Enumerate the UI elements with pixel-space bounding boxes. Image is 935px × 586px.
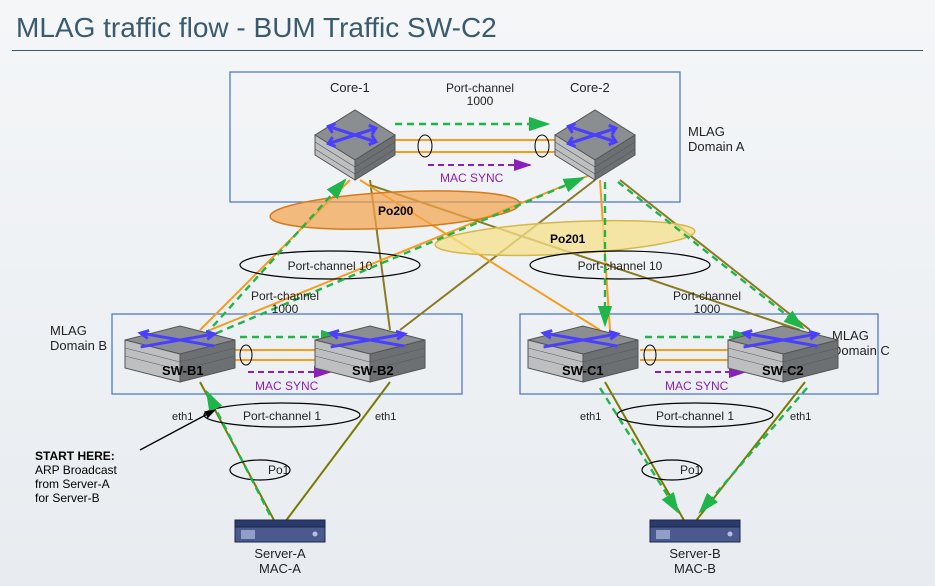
po10-left-label: Port-channel 10 xyxy=(288,259,373,273)
server-a-mac: MAC-A xyxy=(259,561,301,576)
pc1000-b: Port-channel1000 xyxy=(251,289,319,316)
po201-label: Po201 xyxy=(550,232,586,246)
macsync-top: MAC SYNC xyxy=(440,171,504,185)
macsync-b: MAC SYNC xyxy=(255,379,319,393)
pc1000-top: Port-channel1000 xyxy=(446,81,514,108)
server-b-label: Server-B xyxy=(669,546,720,561)
swb2-label: SW-B2 xyxy=(352,363,394,378)
po1-right-small-label: Po1 xyxy=(680,463,702,477)
core1-label: Core-1 xyxy=(330,80,370,95)
macsync-c: MAC SYNC xyxy=(665,379,729,393)
start-text: START HERE: ARP Broadcast from Server-A … xyxy=(35,449,120,505)
server-b xyxy=(650,520,740,542)
server-a xyxy=(235,520,325,542)
domain-b-label: MLAGDomain B xyxy=(50,323,107,353)
server-a-label: Server-A xyxy=(254,546,306,561)
core1-switch xyxy=(315,110,395,180)
domain-c-label: MLAGDomain C xyxy=(832,328,890,358)
eth1-b1: eth1 xyxy=(172,411,193,423)
core2-switch xyxy=(555,110,635,180)
domain-a-label: MLAGDomain A xyxy=(688,124,745,154)
core2-label: Core-2 xyxy=(570,80,610,95)
po200-label: Po200 xyxy=(378,204,414,218)
diagram-canvas: MLAGDomain A MLAGDomain B MLAGDomain C P… xyxy=(0,0,935,586)
swc1-label: SW-C1 xyxy=(562,363,604,378)
server-b-mac: MAC-B xyxy=(674,561,716,576)
po1-right-label: Port-channel 1 xyxy=(656,409,734,423)
pc1000-c: Port-channel1000 xyxy=(673,289,741,316)
eth1-c1: eth1 xyxy=(580,411,601,423)
po10-right-label: Port-channel 10 xyxy=(578,259,663,273)
swb1-label: SW-B1 xyxy=(162,363,204,378)
eth1-b2: eth1 xyxy=(375,411,396,423)
po1-left-small-label: Po1 xyxy=(268,463,290,477)
swc2-label: SW-C2 xyxy=(762,363,804,378)
po1-left-label: Port-channel 1 xyxy=(243,409,321,423)
eth1-c2: eth1 xyxy=(790,411,811,423)
